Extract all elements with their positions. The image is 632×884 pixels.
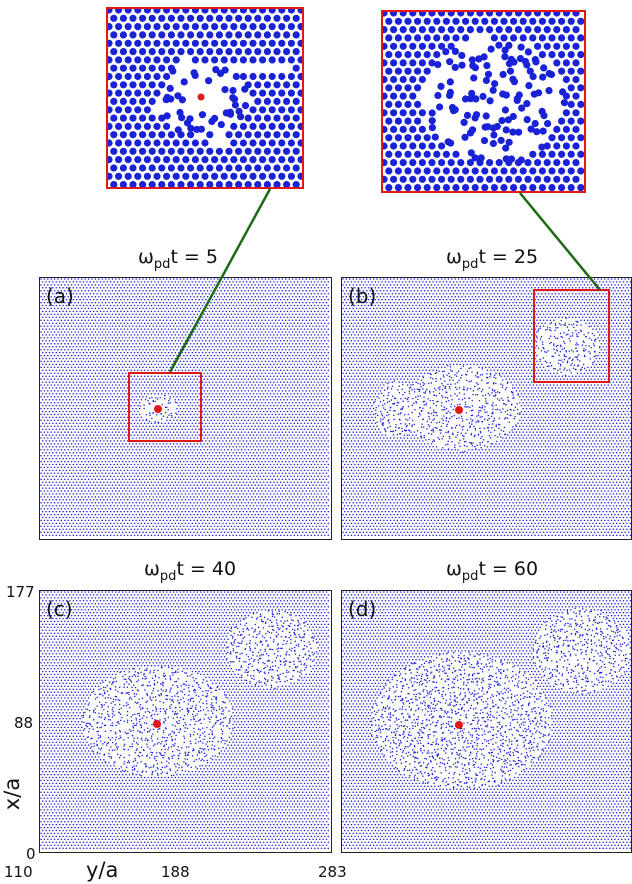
panel-b: (b) [341, 277, 632, 540]
inset-zoom-b [381, 10, 586, 193]
x-tick-min: 110 [4, 863, 33, 881]
panel-a-title: ωpdt = 5 [138, 246, 218, 272]
x-axis-label: y/a [86, 858, 118, 882]
panel-b-label: (b) [348, 284, 376, 308]
inset-b-particles [383, 12, 584, 191]
x-tick-max: 283 [318, 863, 347, 881]
panel-b-title: ωpdt = 25 [446, 246, 538, 272]
particle-lattice [40, 278, 330, 536]
panel-d: (d) [341, 590, 632, 853]
panel-c-label: (c) [46, 597, 73, 621]
inset-a-particles [108, 9, 302, 187]
panel-a-label: (a) [46, 284, 74, 308]
intruder-particle [154, 405, 162, 413]
zoom-box-b [533, 289, 610, 383]
connector-b [519, 192, 601, 291]
intruder-particle [455, 406, 463, 414]
intruder-particle [153, 720, 161, 728]
particle-lattice [342, 278, 631, 536]
y-tick-min: 0 [26, 845, 36, 863]
panel-c: (c) [39, 590, 332, 853]
zoom-box-a [128, 372, 202, 442]
panel-c-title: ωpdt = 40 [144, 558, 236, 584]
panel-b-particles [342, 278, 631, 536]
x-tick-mid: 188 [161, 863, 190, 881]
particle-lattice [108, 9, 302, 187]
panel-a: (a) [39, 277, 332, 540]
panel-a-particles [40, 278, 330, 536]
panel-c-particles [40, 591, 330, 849]
panel-d-particles [342, 591, 631, 849]
y-tick-mid: 88 [14, 714, 33, 732]
panel-d-title: ωpdt = 60 [446, 558, 538, 584]
y-tick-max: 177 [6, 583, 35, 601]
intruder-particle [197, 93, 205, 101]
intruder-particle [455, 721, 463, 729]
particle-lattice [383, 12, 584, 191]
particle-lattice [40, 591, 330, 849]
panel-d-label: (d) [348, 597, 376, 621]
particle-lattice [342, 591, 631, 849]
y-axis-label: x/a [0, 778, 24, 810]
inset-zoom-a [106, 7, 304, 189]
